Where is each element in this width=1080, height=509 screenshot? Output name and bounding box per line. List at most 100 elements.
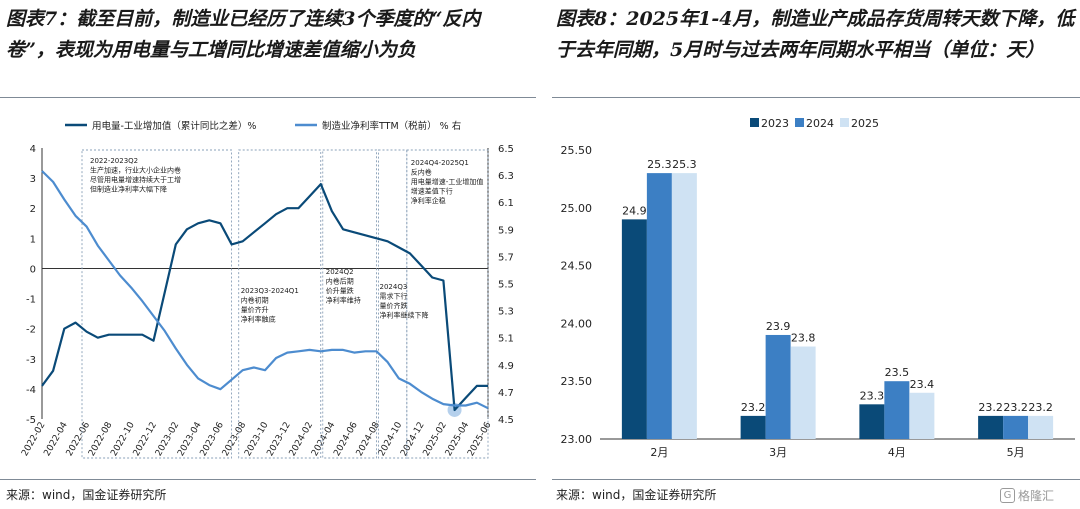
bar	[646, 173, 672, 439]
y-left-tick-label: 3	[30, 174, 36, 185]
y-left-tick-label: -4	[26, 385, 36, 396]
series-line-1	[41, 183, 488, 412]
annotation-line: 反内卷	[411, 168, 432, 177]
annotation-line: 内卷后期	[326, 277, 354, 286]
bar-value-label: 25.3	[672, 158, 697, 171]
watermark: G 格隆汇	[1000, 487, 1054, 504]
bar	[909, 392, 935, 439]
bar-value-label: 23.2	[1003, 401, 1028, 414]
bar-category-label: 4月	[888, 446, 906, 459]
bar	[765, 334, 791, 439]
annotation-line: 净利率企稳	[411, 196, 446, 205]
y-left-tick-label: -2	[26, 325, 36, 336]
annotation-period: 2024Q2	[326, 268, 354, 276]
y-right-tick-label: 4.7	[498, 388, 514, 399]
y-right-tick-label: 6.5	[498, 144, 514, 155]
y-right-tick-label: 4.5	[498, 415, 514, 426]
y-right-tick-label: 5.9	[498, 225, 514, 236]
bar	[884, 381, 910, 439]
y-left-tick-label: 2	[30, 204, 36, 215]
bar-value-label: 23.3	[860, 389, 885, 402]
annotation-line: 量价齐跌	[380, 301, 408, 310]
bar	[978, 415, 1004, 439]
bar	[621, 219, 647, 439]
annotation-period: 2023Q3-2024Q1	[241, 287, 299, 295]
y-left-tick-label: -5	[26, 415, 36, 426]
left-source: 来源：wind，国金证券研究所	[6, 488, 167, 502]
bar-legend-label: 2024	[806, 117, 834, 130]
bar-value-label: 23.2	[741, 401, 766, 414]
bar-y-tick-label: 23.00	[561, 433, 593, 446]
bar	[740, 415, 766, 439]
bar	[1003, 415, 1029, 439]
bar-category-label: 2月	[650, 446, 668, 459]
bar	[1028, 415, 1054, 439]
annotation-line: 净利率触底	[241, 315, 276, 324]
y-right-tick-label: 5.7	[498, 252, 514, 263]
bar-y-tick-label: 25.00	[561, 202, 593, 215]
series-line-2	[41, 170, 489, 410]
annotation-line: 生产加速，行业大小企业内卷	[90, 166, 181, 175]
y-left-tick-label: -3	[26, 355, 36, 366]
annotation-line: 价升量跌	[326, 286, 354, 295]
bar-value-label: 23.8	[791, 332, 816, 345]
bar-value-label: 23.5	[885, 366, 910, 379]
annotation-line: 需求下行	[380, 292, 408, 301]
bar-value-label: 25.3	[647, 158, 672, 171]
annotation-line: 增速差值下行	[411, 187, 453, 196]
annotation-line: 但制造业净利率大幅下降	[90, 185, 167, 194]
right-figure-title: 图表8：2025年1-4月，制造业产成品存货周转天数下降，低于去年同期，5月时与…	[556, 8, 1075, 61]
legend-label-series-1: 用电量-工业增加值（累计同比之差）%	[92, 120, 256, 132]
bar-legend-swatch	[795, 118, 804, 127]
y-right-tick-label: 5.5	[498, 280, 514, 291]
annotation-period: 2022-2023Q2	[90, 157, 138, 165]
annotation-box-3	[322, 149, 377, 459]
bar-category-label: 5月	[1007, 446, 1025, 459]
bar-category-label: 3月	[769, 446, 787, 459]
y-left-tick-label: 0	[30, 264, 36, 275]
bar-value-label: 23.9	[766, 320, 791, 333]
y-left-tick-label: 1	[30, 234, 36, 245]
bar-legend-swatch	[750, 118, 759, 127]
y-right-tick-label: 4.9	[498, 361, 514, 372]
y-right-tick-label: 6.3	[498, 171, 514, 182]
watermark-logo-icon: G	[1000, 488, 1015, 503]
bar	[859, 404, 885, 439]
right-bottom-rule	[552, 479, 1080, 480]
annotation-box-5	[406, 149, 489, 459]
annotation-line: 量价齐升	[241, 305, 269, 314]
bar-value-label: 24.9	[622, 204, 647, 217]
left-top-rule	[0, 97, 536, 98]
right-source: 来源：wind，国金证券研究所	[556, 488, 717, 502]
y-left-tick-label: -1	[26, 295, 36, 306]
left-bottom-rule	[0, 479, 536, 480]
annotation-period: 2024Q3	[380, 283, 408, 291]
bar-y-tick-label: 23.50	[561, 375, 593, 388]
annotation-line: 尽管用电量增速持续大于工增	[90, 175, 181, 184]
y-right-tick-label: 5.1	[498, 334, 514, 345]
bar-y-tick-label: 24.50	[561, 260, 593, 273]
annotation-period: 2024Q4-2025Q1	[411, 159, 469, 167]
annotation-line: 净利率维持	[326, 296, 361, 305]
bar	[671, 173, 697, 439]
y-left-tick-label: 4	[30, 144, 36, 155]
bar-y-tick-label: 25.50	[561, 144, 593, 157]
annotation-line: 内卷初期	[241, 296, 269, 305]
annotation-box-2	[238, 149, 322, 459]
annotation-line: 用电量增速-工业增加值	[411, 177, 484, 186]
bar-legend-label: 2023	[761, 117, 789, 130]
y-right-tick-label: 6.1	[498, 198, 514, 209]
bar-value-label: 23.2	[1028, 401, 1053, 414]
annotation-box-1	[81, 149, 233, 459]
y-right-tick-label: 5.3	[498, 307, 514, 318]
bar-y-tick-label: 24.00	[561, 317, 593, 330]
watermark-text: 格隆汇	[1018, 489, 1055, 503]
bar-legend-swatch	[840, 118, 849, 127]
bar-value-label: 23.2	[978, 401, 1003, 414]
annotation-line: 净利率继续下降	[380, 311, 429, 320]
legend-label-series-2: 制造业净利率TTM（税前） % 右	[322, 120, 461, 132]
bar-legend-label: 2025	[851, 117, 879, 130]
left-figure-title: 图表7：截至目前，制造业已经历了连续3个季度的“反内卷”，表现为用电量与工增同比…	[6, 8, 481, 61]
right-top-rule	[552, 97, 1080, 98]
